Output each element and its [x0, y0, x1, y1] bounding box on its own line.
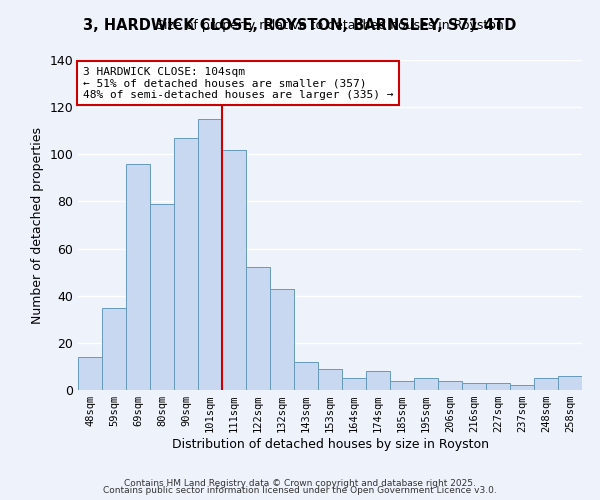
Bar — [342, 378, 366, 390]
Bar — [318, 369, 342, 390]
Bar — [294, 362, 318, 390]
Bar — [222, 150, 246, 390]
Text: 3 HARDWICK CLOSE: 104sqm
← 51% of detached houses are smaller (357)
48% of semi-: 3 HARDWICK CLOSE: 104sqm ← 51% of detach… — [83, 66, 394, 100]
Bar — [414, 378, 438, 390]
Title: Size of property relative to detached houses in Royston: Size of property relative to detached ho… — [156, 20, 504, 32]
Bar — [246, 268, 270, 390]
Bar — [102, 308, 126, 390]
Bar — [174, 138, 198, 390]
Bar — [150, 204, 174, 390]
Bar — [438, 380, 462, 390]
Text: Contains public sector information licensed under the Open Government Licence v3: Contains public sector information licen… — [103, 486, 497, 495]
Bar — [534, 378, 558, 390]
Y-axis label: Number of detached properties: Number of detached properties — [31, 126, 44, 324]
X-axis label: Distribution of detached houses by size in Royston: Distribution of detached houses by size … — [172, 438, 488, 451]
Text: Contains HM Land Registry data © Crown copyright and database right 2025.: Contains HM Land Registry data © Crown c… — [124, 478, 476, 488]
Text: 3, HARDWICK CLOSE, ROYSTON, BARNSLEY, S71 4TD: 3, HARDWICK CLOSE, ROYSTON, BARNSLEY, S7… — [83, 18, 517, 32]
Bar — [126, 164, 150, 390]
Bar — [270, 288, 294, 390]
Bar — [558, 376, 582, 390]
Bar — [462, 383, 486, 390]
Bar — [366, 371, 390, 390]
Bar — [510, 386, 534, 390]
Bar — [78, 357, 102, 390]
Bar — [486, 383, 510, 390]
Bar — [198, 119, 222, 390]
Bar — [390, 380, 414, 390]
